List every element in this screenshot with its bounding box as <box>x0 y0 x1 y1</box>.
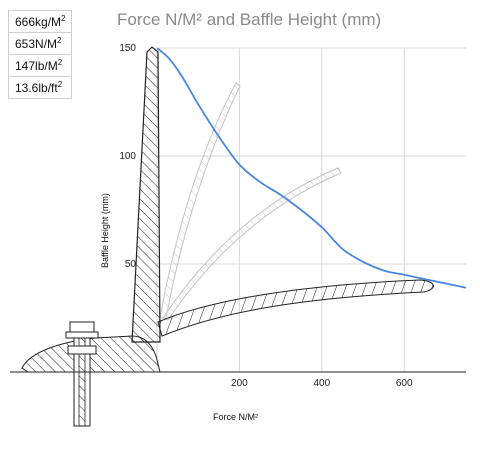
base-mount <box>21 321 161 427</box>
y-tick-label: 100 <box>119 151 136 162</box>
x-tick-label: 200 <box>231 378 248 389</box>
y-axis-label: Baffle Height (mm) <box>100 193 110 268</box>
load-value-superscript: 2 <box>61 13 66 23</box>
load-value-cell: 666kg/M2 <box>7 10 73 33</box>
chart-title: Force N/M² and Baffle Height (mm) <box>117 10 382 29</box>
axis-ticks: 200 400 600 50 100 150 <box>119 43 413 389</box>
grid-lines <box>156 47 466 372</box>
series-layer <box>156 47 467 289</box>
baffle-position-faded-1 <box>159 82 241 319</box>
load-value-text: 13.6lb/ft <box>15 80 58 95</box>
load-value-superscript: 2 <box>57 35 62 45</box>
force-height-curve <box>156 47 467 289</box>
mount-nut-top <box>69 321 95 333</box>
load-value-superscript: 2 <box>57 79 63 89</box>
load-value-row: 653N/M2 <box>7 32 73 55</box>
load-value-cell: 13.6lb/ft2 <box>7 76 73 99</box>
mount-nut-lower <box>67 345 97 355</box>
mount-bolt-inner <box>78 329 86 427</box>
mount-washer <box>65 331 99 339</box>
load-value-cell: 653N/M2 <box>7 32 73 55</box>
load-value-text: 147lb/M <box>15 58 58 73</box>
y-tick-label: 150 <box>119 43 136 54</box>
baffle-position-faded-2 <box>162 167 342 321</box>
baffle-upright <box>131 46 161 343</box>
x-axis-label: Force N/M² <box>213 412 258 422</box>
load-value-cell: 147lb/M2 <box>7 54 73 77</box>
y-tick-label: 50 <box>125 259 137 270</box>
x-tick-label: 600 <box>396 378 413 389</box>
load-value-row: 13.6lb/ft2 <box>7 76 73 99</box>
load-values-table: 666kg/M2 653N/M2 147lb/M2 13.6lb/ft2 <box>7 10 73 99</box>
load-value-text: 666kg/M <box>15 14 62 29</box>
load-value-text: 653N/M <box>15 36 58 51</box>
x-tick-label: 400 <box>313 378 330 389</box>
load-value-row: 147lb/M2 <box>7 54 73 77</box>
baffle-deflected-positions <box>159 82 342 321</box>
baffle-flattened <box>157 279 434 337</box>
load-value-superscript: 2 <box>57 57 63 67</box>
load-value-row: 666kg/M2 <box>7 10 73 33</box>
